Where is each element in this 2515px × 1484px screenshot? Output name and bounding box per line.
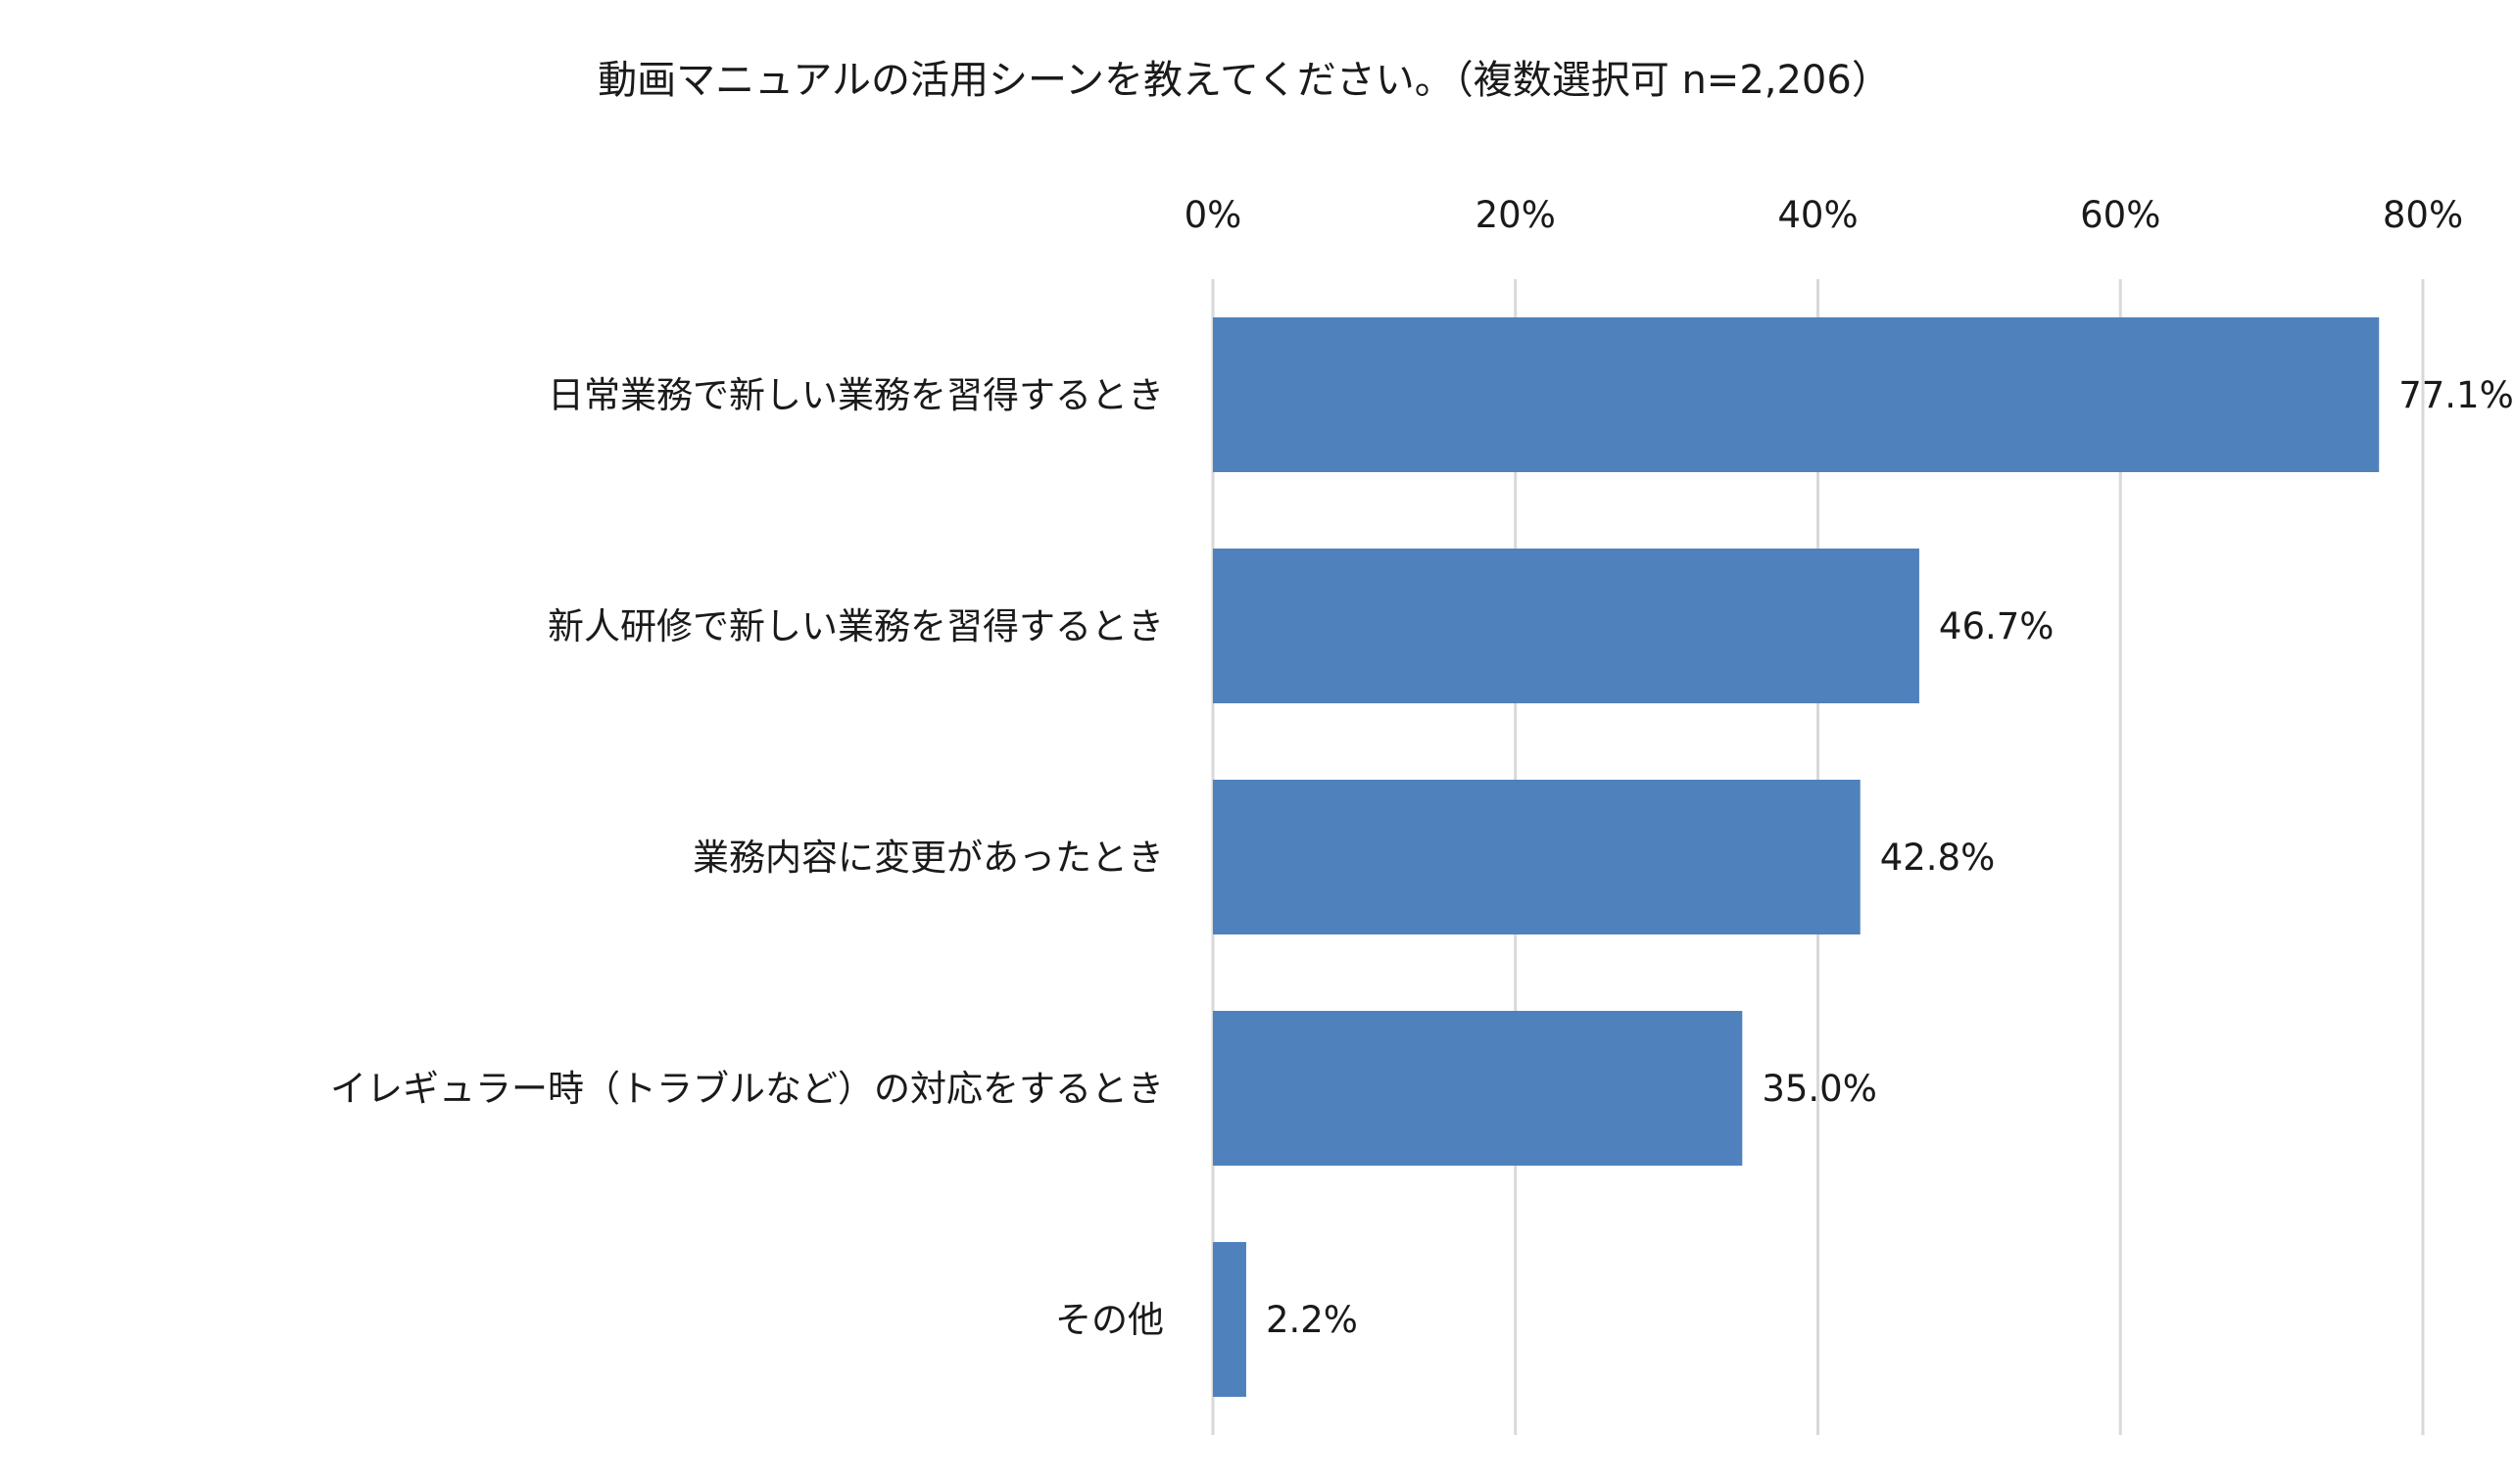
bars — [1213, 317, 2380, 1397]
bar-0 — [1213, 317, 2380, 472]
category-labels: 日常業務で新しい業務を習得するとき新人研修で新しい業務を習得するとき業務内容に変… — [330, 374, 1164, 1341]
chart-title: 動画マニュアルの活用シーンを教えてください。（複数選択可 n=2,206） — [598, 58, 1891, 103]
category-label: その他 — [1055, 1299, 1164, 1341]
x-axis-ticks: 0% 20% 40% 60% 80% — [1185, 194, 2463, 236]
x-tick-label: 40% — [1777, 194, 1858, 236]
x-tick-label: 80% — [2383, 194, 2463, 236]
value-label: 77.1% — [2398, 374, 2514, 416]
category-label: 日常業務で新しい業務を習得するとき — [548, 374, 1164, 416]
value-label: 2.2% — [1266, 1299, 1358, 1341]
value-label: 42.8% — [1880, 837, 1996, 879]
value-label: 35.0% — [1762, 1068, 1877, 1110]
x-tick-label: 60% — [2080, 194, 2160, 236]
x-tick-label: 0% — [1185, 194, 1242, 236]
bar-3 — [1213, 1011, 1743, 1166]
bar-2 — [1213, 780, 1861, 934]
category-label: 新人研修で新しい業務を習得するとき — [548, 605, 1164, 647]
category-label: 業務内容に変更があったとき — [693, 837, 1164, 879]
category-label: イレギュラー時（トラブルなど）の対応をするとき — [330, 1068, 1164, 1110]
x-tick-label: 20% — [1475, 194, 1556, 236]
bar-4 — [1213, 1242, 1246, 1397]
bar-1 — [1213, 549, 1919, 703]
value-label: 46.7% — [1939, 605, 2055, 647]
value-labels: 77.1% 46.7% 42.8% 35.0% 2.2% — [1266, 374, 2514, 1341]
